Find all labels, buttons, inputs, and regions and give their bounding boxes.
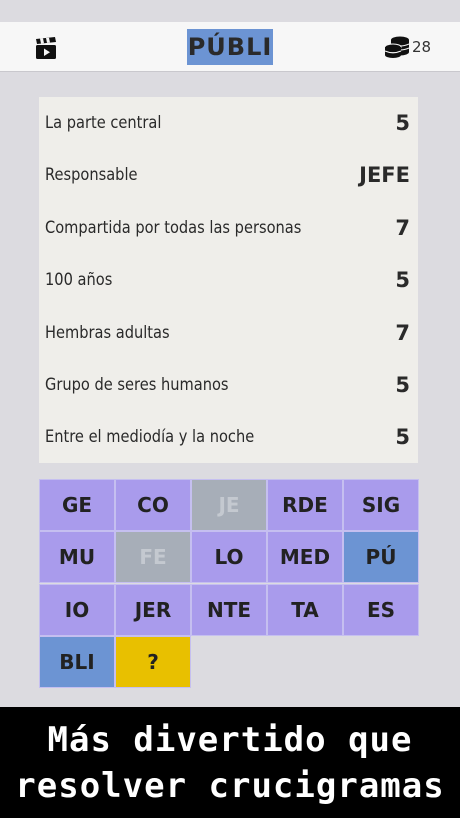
promo-banner: Más divertido que resolver crucigramas — [0, 707, 460, 818]
clue-answer: 7 — [395, 321, 410, 345]
syllable-tile[interactable]: MED — [267, 531, 343, 583]
clue-answer: JEFE — [359, 163, 410, 187]
clue-list: La parte central 5 Responsable JEFE Comp… — [39, 97, 418, 463]
syllable-tile[interactable]: RDE — [267, 479, 343, 531]
clue-answer: 5 — [395, 425, 410, 449]
clue-text: La parte central — [45, 113, 162, 133]
syllable-tile[interactable]: MU — [39, 531, 115, 583]
syllable-tile[interactable]: PÚ — [343, 531, 419, 583]
clue-text: Hembras adultas — [45, 323, 170, 343]
syllable-tile[interactable]: LO — [191, 531, 267, 583]
clue-answer: 5 — [395, 268, 410, 292]
clue-text: 100 años — [45, 270, 113, 290]
syllable-grid: GE CO JE RDE SIG MU FE LO MED PÚ IO JER … — [39, 479, 419, 689]
syllable-tile[interactable]: JER — [115, 584, 191, 636]
clue-text: Responsable — [45, 165, 138, 185]
top-bar: PÚBLI 28 — [0, 22, 460, 72]
clue-row[interactable]: Grupo de seres humanos 5 — [39, 359, 418, 411]
syllable-tile[interactable]: FE — [115, 531, 191, 583]
clue-row[interactable]: Responsable JEFE — [39, 149, 418, 201]
clue-row[interactable]: La parte central 5 — [39, 97, 418, 149]
clue-row[interactable]: Entre el mediodía y la noche 5 — [39, 411, 418, 463]
syllable-tile[interactable]: BLI — [39, 636, 115, 688]
coin-stack-icon[interactable] — [384, 35, 411, 59]
syllable-tile[interactable]: GE — [39, 479, 115, 531]
clue-row[interactable]: 100 años 5 — [39, 254, 418, 306]
clue-text: Grupo de seres humanos — [45, 375, 229, 395]
syllable-tile[interactable]: SIG — [343, 479, 419, 531]
clue-answer: 5 — [395, 373, 410, 397]
clue-text: Entre el mediodía y la noche — [45, 427, 255, 447]
clapperboard-icon[interactable] — [34, 36, 58, 60]
syllable-tile[interactable]: CO — [115, 479, 191, 531]
clue-answer: 5 — [395, 111, 410, 135]
syllable-tile[interactable]: IO — [39, 584, 115, 636]
clue-row[interactable]: Compartida por todas las personas 7 — [39, 202, 418, 254]
clue-row[interactable]: Hembras adultas 7 — [39, 307, 418, 359]
hint-button[interactable]: ? — [115, 636, 191, 688]
coin-count: 28 — [412, 38, 432, 56]
promo-line-2: resolver crucigramas — [15, 765, 445, 806]
syllable-tile[interactable]: ES — [343, 584, 419, 636]
current-word: PÚBLI — [187, 29, 273, 65]
syllable-tile[interactable]: TA — [267, 584, 343, 636]
promo-line-1: Más divertido que — [47, 719, 413, 760]
clue-text: Compartida por todas las personas — [45, 218, 302, 238]
syllable-tile[interactable]: NTE — [191, 584, 267, 636]
clue-answer: 7 — [395, 216, 410, 240]
syllable-tile[interactable]: JE — [191, 479, 267, 531]
